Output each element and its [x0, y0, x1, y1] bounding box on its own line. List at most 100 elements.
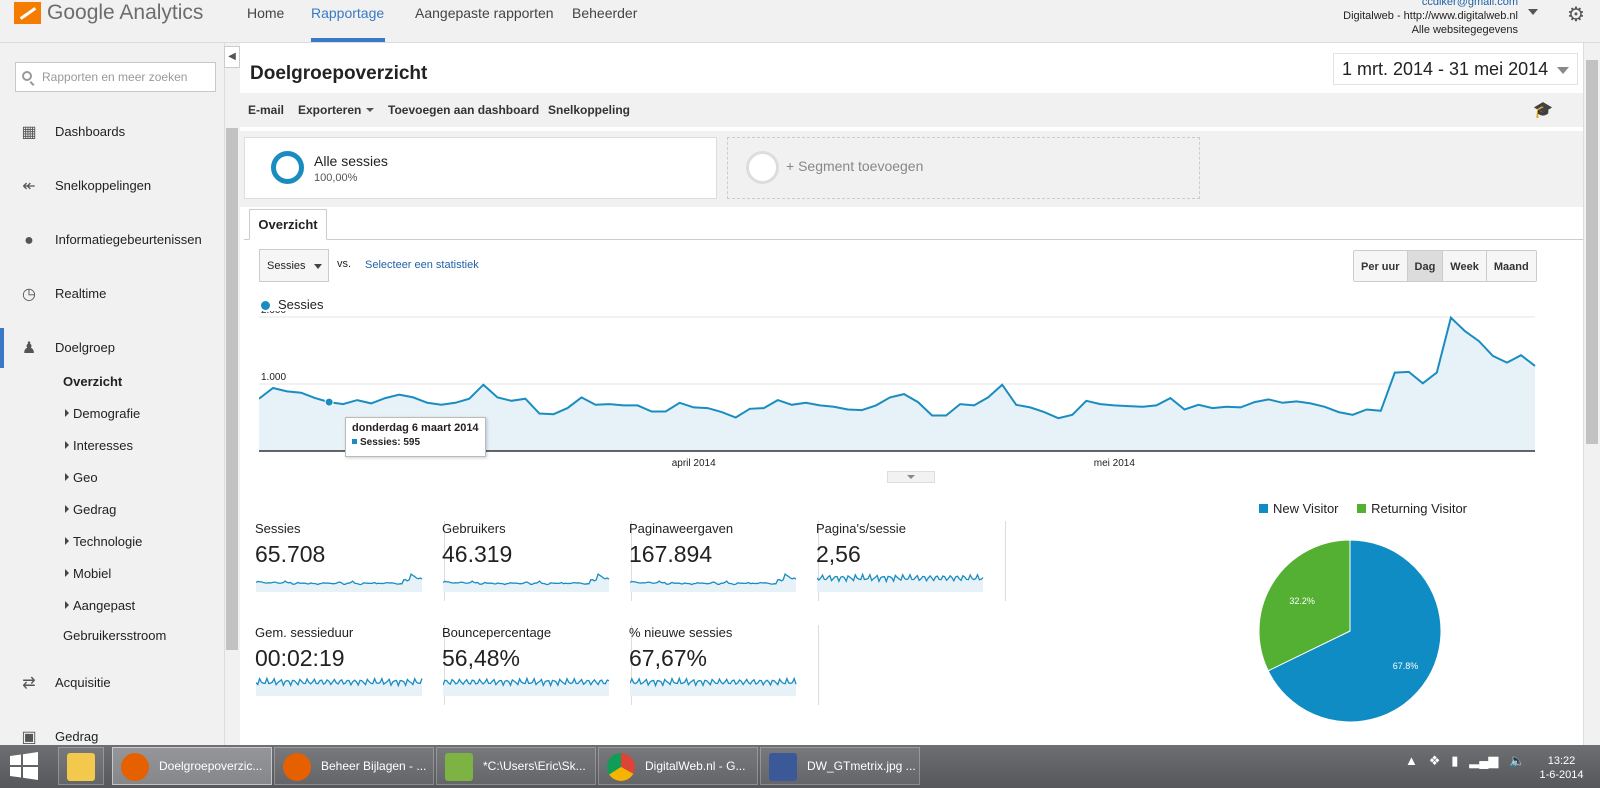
- period-dag-button[interactable]: Dag: [1406, 251, 1443, 281]
- pie-legend-new[interactable]: New Visitor: [1273, 501, 1339, 516]
- sidebar-sub-aangepast[interactable]: Aangepast: [65, 598, 135, 613]
- dropbox-icon[interactable]: ❖: [1428, 753, 1441, 768]
- sidebar-sub-gebruikersstroom[interactable]: Gebruikersstroom: [63, 628, 167, 643]
- folder-icon: [67, 753, 95, 781]
- signal-icon[interactable]: ▂▄▆: [1469, 753, 1499, 768]
- taskbar-item[interactable]: *C:\Users\Eric\Sk...: [436, 747, 596, 785]
- sidebar-item-doelgroep[interactable]: ♟ Doelgroep: [0, 328, 224, 368]
- sidebar-sub-mobiel[interactable]: Mobiel: [65, 566, 111, 581]
- select-statistic-link[interactable]: Selecteer een statistiek: [365, 259, 479, 271]
- metric-sessieduur: Gem. sessieduur 00:02:19: [255, 625, 445, 705]
- metric-sparkline: [256, 573, 423, 592]
- google-analytics-logo[interactable]: Google Analytics: [14, 0, 203, 26]
- sidebar-sub-gedrag[interactable]: Gedrag: [65, 502, 116, 517]
- metric-value: 2,56: [816, 541, 861, 567]
- chrome-icon: [607, 753, 635, 781]
- firefox-icon: [121, 753, 149, 781]
- sidebar-scrollbar-thumb[interactable]: [226, 128, 238, 650]
- sidebar-sub-interesses[interactable]: Interesses: [65, 438, 133, 453]
- sidebar-item-acquisitie[interactable]: ⇄ Acquisitie: [0, 663, 224, 703]
- expand-icon: [65, 441, 69, 449]
- chevron-down-icon: [1557, 67, 1569, 74]
- add-segment-label: + Segment toevoegen: [786, 158, 924, 174]
- sparkline-area: [256, 574, 422, 592]
- main-content: Doelgroepoverzicht 1 mrt. 2014 - 31 mei …: [240, 43, 1583, 745]
- chart-resize-handle[interactable]: [887, 471, 935, 483]
- sidebar-sub-label: Mobiel: [73, 566, 112, 581]
- taskbar-item[interactable]: DW_GTmetrix.jpg ...: [760, 747, 920, 785]
- shortcut-button[interactable]: Snelkoppeling: [548, 103, 631, 117]
- x-tick-label: april 2014: [672, 458, 716, 469]
- tab-overzicht[interactable]: Overzicht: [249, 209, 327, 240]
- sidebar-item-gedrag[interactable]: ▣ Gedrag: [0, 717, 224, 745]
- segment-alle-sessies[interactable]: Alle sessies 100,00%: [244, 137, 717, 199]
- behavior-icon: ▣: [21, 729, 37, 745]
- segment-ring-icon: [271, 151, 304, 184]
- sidebar-item-dashboards[interactable]: ▦ Dashboards: [0, 112, 224, 152]
- pie-slice-new-visitor: [1267, 539, 1442, 723]
- analytics-logo-icon: [14, 2, 41, 24]
- sidebar-sub-demografie[interactable]: Demografie: [65, 406, 140, 421]
- metric-name: Bouncepercentage: [442, 625, 552, 640]
- highlight-point: [324, 397, 334, 407]
- sidebar-item-realtime[interactable]: ◷ Realtime: [0, 274, 224, 314]
- sidebar-sub-overzicht[interactable]: Overzicht: [63, 374, 123, 389]
- date-range-picker[interactable]: 1 mrt. 2014 - 31 mei 2014: [1333, 53, 1578, 85]
- taskbar-item[interactable]: DigitalWeb.nl - G...: [598, 747, 758, 785]
- graduation-cap-icon[interactable]: 🎓: [1533, 102, 1553, 119]
- period-week-button[interactable]: Week: [1442, 251, 1486, 281]
- email-button[interactable]: E-mail: [248, 103, 285, 117]
- windows-start-icon[interactable]: [8, 751, 40, 781]
- pie-legend-returning[interactable]: Returning Visitor: [1371, 501, 1468, 516]
- pie-slice-returning-visitor: [1258, 539, 1351, 672]
- show-hidden-icons-icon[interactable]: ▲: [1405, 753, 1418, 768]
- sparkline-area: [443, 574, 609, 592]
- metric-value: 00:02:19: [255, 645, 345, 671]
- add-segment-button[interactable]: + Segment toevoegen: [727, 137, 1200, 199]
- chart-legend-label[interactable]: Sessies: [278, 297, 324, 312]
- report-toolbar: E-mail Exporteren Toevoegen aan dashboar…: [240, 93, 1583, 127]
- taskbar-item-label: DigitalWeb.nl - G...: [645, 759, 746, 773]
- account-selector[interactable]: ccdiker@gmail.com Digitalweb - http://ww…: [1343, 0, 1518, 37]
- metric-paginas-per-sessie: Pagina's/sessie 2,56: [816, 521, 1006, 601]
- taskbar-item[interactable]: Beheer Bijlagen - ...: [274, 747, 434, 785]
- sidebar-item-snelkoppelingen[interactable]: ↞ Snelkoppelingen: [0, 166, 224, 206]
- nav-rapportage[interactable]: Rapportage: [311, 5, 385, 21]
- sparkline-line: [817, 572, 984, 584]
- period-per-uur-button[interactable]: Per uur: [1354, 251, 1407, 281]
- metric-nieuwe-sessies: % nieuwe sessies 67,67%: [629, 625, 819, 705]
- sidebar-sub-technologie[interactable]: Technologie: [65, 534, 142, 549]
- lightbulb-icon: ●: [24, 232, 34, 249]
- logo-text: Google Analytics: [47, 1, 204, 24]
- volume-icon[interactable]: 🔈: [1509, 753, 1526, 768]
- system-tray[interactable]: ▲ ❖ ▮ ▂▄▆ 🔈: [1405, 753, 1525, 769]
- clock[interactable]: 13:22 1-6-2014: [1534, 754, 1589, 782]
- visitor-pie-chart[interactable]: 67.8% 32.2%: [1250, 531, 1450, 731]
- file-explorer-button[interactable]: [58, 747, 104, 785]
- nav-home[interactable]: Home: [247, 5, 285, 21]
- taskbar-item[interactable]: Doelgroepoverzic...: [112, 747, 272, 785]
- period-maand-button[interactable]: Maand: [1485, 251, 1536, 281]
- account-email: ccdiker@gmail.com: [1421, 0, 1518, 8]
- taskbar-item-label: Beheer Bijlagen - ...: [321, 759, 427, 773]
- metric-dropdown[interactable]: Sessies: [259, 249, 329, 282]
- nav-aangepaste-rapporten[interactable]: Aangepaste rapporten: [415, 5, 554, 21]
- sidebar-sub-label: Interesses: [73, 438, 133, 453]
- sidebar-sub-geo[interactable]: Geo: [65, 470, 98, 485]
- gear-icon[interactable]: ⚙: [1567, 4, 1585, 26]
- add-to-dashboard-button[interactable]: Toevoegen aan dashboard: [388, 103, 540, 117]
- main-scrollbar-thumb[interactable]: [1586, 60, 1598, 444]
- segment-ring-icon: [746, 151, 779, 184]
- sidebar-sub-label: Demografie: [73, 406, 141, 421]
- sidebar-item-informatiegebeurtenissen[interactable]: ● Informatiegebeurtenissen: [0, 220, 224, 260]
- account-dropdown-icon[interactable]: [1528, 9, 1538, 15]
- battery-icon[interactable]: ▮: [1451, 753, 1459, 768]
- search-input[interactable]: Rapporten en meer zoeken: [15, 62, 216, 92]
- legend-swatch-returning: [1357, 504, 1367, 513]
- metric-value: 167.894: [629, 541, 713, 567]
- export-button[interactable]: Exporteren: [298, 103, 375, 117]
- clock-icon: ◷: [22, 286, 36, 303]
- collapse-sidebar-button[interactable]: ◀: [224, 46, 240, 68]
- nav-beheerder[interactable]: Beheerder: [572, 5, 638, 21]
- sessions-line-chart[interactable]: 1.000 2.000 april 2014 mei 2014: [259, 311, 1549, 491]
